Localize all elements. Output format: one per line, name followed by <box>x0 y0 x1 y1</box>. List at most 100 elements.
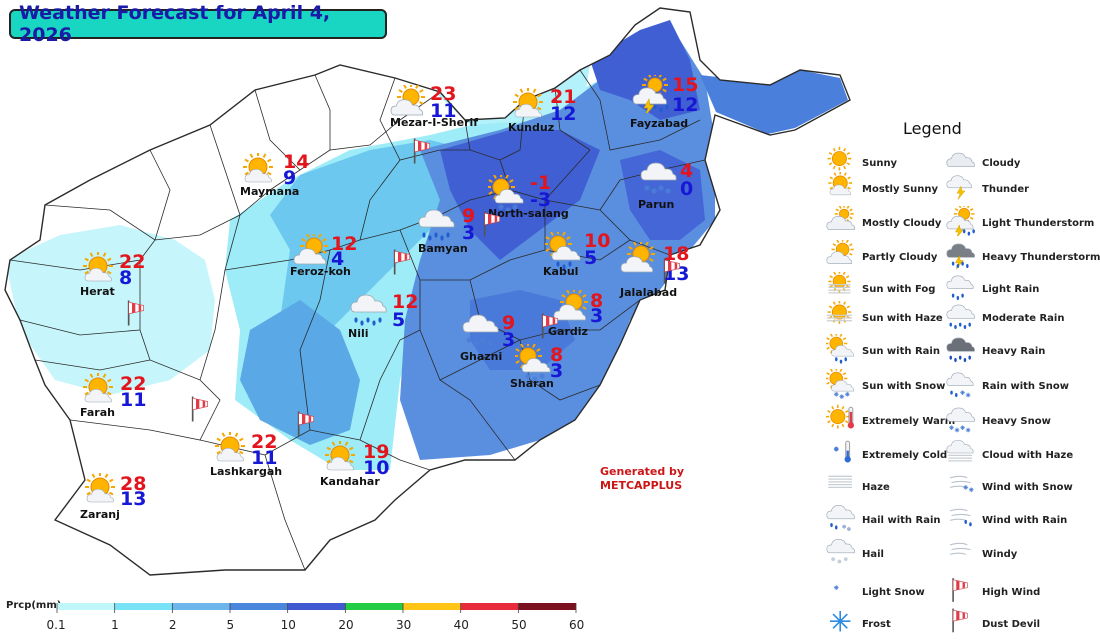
legend-item: Extremely Warm <box>826 404 955 438</box>
generated-by-credit: Generated by METCAPPLUS <box>600 465 684 493</box>
mostly-cloudy-icon <box>826 204 856 240</box>
high-wind-icon <box>292 408 322 444</box>
high-wind-icon <box>536 310 566 346</box>
min-temperature: 9 <box>283 167 297 189</box>
min-temperature: 3 <box>550 360 564 382</box>
heavy-snow-icon <box>946 404 976 438</box>
legend-item: Heavy Rain <box>946 334 1045 368</box>
city-name: Bamyan <box>418 242 468 255</box>
city-name: Lashkargah <box>210 465 283 478</box>
legend-item: Cloud with Haze <box>946 438 1073 472</box>
max-temperature: 9 <box>502 312 516 334</box>
legend-item: Cloudy <box>946 146 1020 180</box>
precip-tick-label: 50 <box>511 618 527 632</box>
legend-item: Sun with Snow <box>825 367 945 403</box>
city-name: Gardiz <box>548 325 588 338</box>
min-temperature: -3 <box>530 189 552 211</box>
sunny-icon <box>826 146 856 180</box>
city-name: Maymana <box>240 185 300 198</box>
city-name: Kunduz <box>508 121 555 134</box>
legend-item: Windy <box>946 537 1017 571</box>
sun-with-rain-icon <box>544 230 583 274</box>
city-name: North-salang <box>488 207 569 220</box>
max-temperature: 14 <box>283 151 310 173</box>
max-temperature: 9 <box>462 205 476 227</box>
wind-with-rain-icon <box>946 503 976 537</box>
extremely-warm-icon <box>826 404 856 438</box>
min-temperature: 10 <box>363 457 390 479</box>
hail-with-rain-icon <box>826 503 856 537</box>
legend-label: Light Rain <box>982 283 1040 295</box>
legend-item: Thunder <box>946 172 1029 206</box>
max-temperature: 8 <box>590 290 604 312</box>
precip-tick-label: 30 <box>396 618 412 632</box>
legend-label: Sun with Fog <box>862 283 936 295</box>
high-wind-icon <box>186 393 216 429</box>
partly-cloudy-icon <box>826 238 856 274</box>
max-temperature: 22 <box>251 431 278 453</box>
min-temperature: 11 <box>430 100 457 122</box>
thunder-icon <box>946 172 976 206</box>
light-rain-icon <box>946 272 976 306</box>
high-wind-icon <box>478 208 508 244</box>
moderate-rain-icon <box>418 205 456 247</box>
legend-item: Wind with Rain <box>946 503 1067 537</box>
legend-label: Wind with Snow <box>982 481 1073 493</box>
legend-label: Extremely Warm <box>862 415 956 427</box>
legend-item: Sun with Rain <box>825 332 940 368</box>
min-temperature: 5 <box>392 309 406 331</box>
legend-item: Extremely Cold <box>826 438 947 472</box>
min-temperature: 12 <box>550 103 577 125</box>
max-temperature: 15 <box>672 74 699 96</box>
legend-item: Rain with Snow <box>946 369 1069 403</box>
legend-item: Wind with Snow <box>946 470 1073 504</box>
city-name: Parun <box>638 198 675 211</box>
legend-label: Moderate Rain <box>982 312 1065 324</box>
high-wind-icon <box>946 575 976 609</box>
min-temperature: 11 <box>120 389 147 411</box>
mostly-sunny-icon <box>240 152 278 195</box>
max-temperature: 12 <box>392 291 419 313</box>
city-name: Ghazni <box>460 350 503 363</box>
frost-icon <box>826 607 856 641</box>
legend-item: Sun with Fog <box>826 270 936 306</box>
legend-label: Hail <box>862 548 884 560</box>
legend-item: Sun with Haze <box>826 300 943 335</box>
legend-item: Mostly Sunny <box>826 171 938 206</box>
legend-item: Hail with Rain <box>826 503 941 537</box>
extremely-cold-icon <box>826 438 856 472</box>
legend-label: Heavy Rain <box>982 345 1046 357</box>
partly-cloudy-icon <box>390 83 428 127</box>
city-name: Zaranj <box>80 508 120 521</box>
max-temperature: 4 <box>680 160 694 182</box>
partly-cloudy-icon <box>293 232 331 276</box>
city-name: Jalalabad <box>620 286 678 299</box>
light-thunderstorm-icon <box>946 203 976 240</box>
high-wind-icon <box>658 255 688 291</box>
legend-label: Haze <box>862 481 890 493</box>
legend-title: Legend <box>903 119 962 138</box>
max-temperature: -1 <box>530 172 552 194</box>
legend-item: Heavy Thunderstorm <box>946 240 1100 274</box>
city-name: Nili <box>348 327 369 340</box>
cloud-with-haze-icon <box>946 438 976 472</box>
heavy-snow-icon <box>640 158 678 200</box>
max-temperature: 19 <box>363 441 390 463</box>
legend-item: Light Snow <box>826 575 925 609</box>
legend-item: Heavy Snow <box>946 404 1051 438</box>
mostly-sunny-icon <box>826 171 856 206</box>
min-temperature: 11 <box>251 447 278 469</box>
light-snow-icon <box>826 575 856 609</box>
rain-with-snow-icon <box>946 369 976 403</box>
min-temperature: 5 <box>584 247 598 269</box>
legend-item: Light Thunderstorm <box>946 203 1094 240</box>
legend-label: Wind with Rain <box>982 514 1068 526</box>
max-temperature: 8 <box>550 344 564 366</box>
haze-icon <box>826 470 856 504</box>
sun-with-haze-icon <box>826 300 856 335</box>
dust-devil-icon <box>946 607 976 641</box>
cloudy-icon <box>946 146 976 180</box>
legend-label: Cloud with Haze <box>982 449 1074 461</box>
forecast-title: Weather Forecast for April 4, 2026 <box>19 2 331 46</box>
legend-label: Light Snow <box>862 586 925 598</box>
